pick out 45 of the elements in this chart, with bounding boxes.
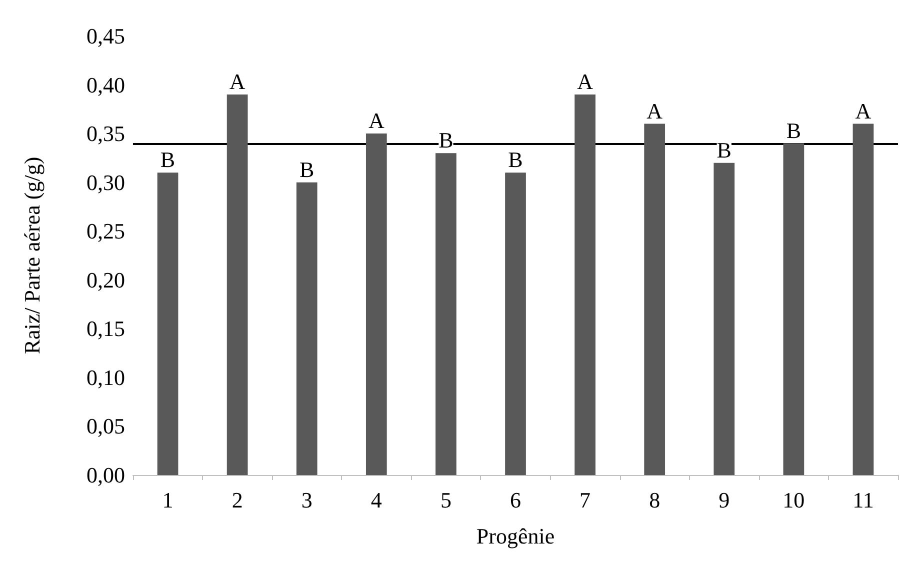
y-tick-label: 0,35	[86, 121, 125, 146]
bar	[505, 172, 526, 475]
x-tick-label: 3	[301, 488, 312, 512]
y-tick-label: 0,20	[86, 267, 125, 292]
data-label: B	[786, 118, 802, 143]
y-tick-label: 0,45	[86, 24, 125, 48]
y-axis-title: Raiz/ Parte aérea (g/g)	[20, 156, 44, 354]
y-tick-label: 0,15	[86, 316, 125, 342]
x-tick-label: 11	[852, 488, 874, 512]
x-tick-label: 2	[232, 488, 243, 512]
bar	[226, 94, 248, 475]
x-tick-label: 10	[782, 488, 805, 512]
bar	[296, 182, 318, 475]
bar	[574, 94, 596, 475]
x-tick-label: 9	[718, 488, 730, 512]
y-tick-label: 0,10	[86, 364, 125, 390]
x-tick-label: 5	[440, 488, 452, 512]
bar	[157, 172, 178, 475]
y-tick-label: 0,40	[86, 72, 125, 98]
y-tick-label: 0,30	[86, 170, 125, 195]
y-tick-label: 0,00	[86, 462, 125, 488]
data-label: A	[229, 69, 246, 94]
bar	[644, 124, 666, 475]
bar	[783, 143, 804, 475]
x-tick-label: 6	[510, 488, 521, 512]
x-tick-label: 1	[162, 488, 174, 512]
data-label: A	[646, 98, 663, 124]
data-label: B	[160, 147, 176, 172]
y-tick-label: 0,05	[86, 414, 125, 439]
x-axis-title: Progênie	[476, 524, 555, 548]
x-tick-label: 4	[370, 488, 382, 512]
bar	[852, 124, 874, 475]
data-label: A	[368, 108, 384, 134]
x-tick-label: 7	[580, 488, 591, 512]
data-label: B	[300, 156, 314, 182]
bar	[714, 162, 735, 475]
data-label: B	[508, 147, 523, 172]
data-label: B	[438, 128, 454, 153]
y-tick-label: 0,25	[86, 218, 125, 244]
data-label: B	[716, 137, 732, 162]
x-tick-label: 8	[649, 488, 660, 512]
bar	[366, 134, 387, 475]
bar	[436, 153, 456, 475]
data-label: A	[577, 69, 594, 94]
data-label: A	[855, 98, 872, 124]
